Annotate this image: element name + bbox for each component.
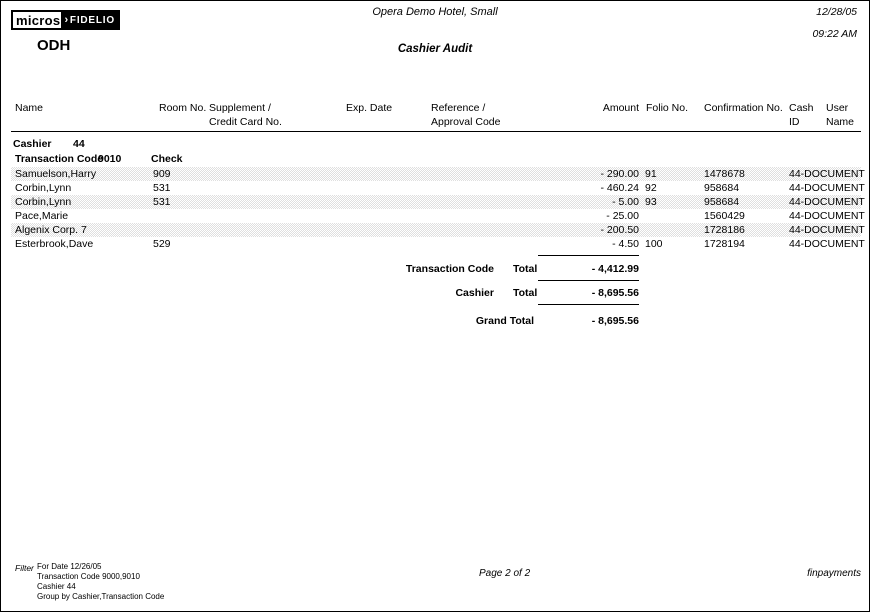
col-header-supplement-1: Supplement / bbox=[209, 102, 271, 114]
col-header-amount: Amount bbox=[602, 102, 639, 114]
cell-confirmation: 958684 bbox=[704, 196, 740, 208]
transaction-code-total-word: Total bbox=[513, 263, 538, 275]
header-divider bbox=[11, 131, 861, 132]
filter-line-transaction: Transaction Code 9000,9010 bbox=[37, 572, 140, 581]
cell-room: 529 bbox=[153, 238, 171, 250]
cell-name: Samuelson,Harry bbox=[15, 168, 97, 180]
fidelio-label: FIDELIO bbox=[69, 14, 115, 26]
micros-logo-text: micros bbox=[11, 10, 64, 30]
cell-confirmation: 1560429 bbox=[704, 210, 745, 222]
cell-user: 44-DOCUMENT bbox=[789, 238, 865, 250]
cashier-group-value: 44 bbox=[73, 138, 85, 150]
col-header-supplement-2: Credit Card No. bbox=[209, 116, 282, 128]
cell-name: Esterbrook,Dave bbox=[15, 238, 94, 250]
cell-user: 44-DOCUMENT bbox=[789, 196, 865, 208]
property-code: ODH bbox=[37, 37, 71, 54]
total-rule-mid bbox=[538, 280, 639, 281]
cell-confirmation: 1728194 bbox=[704, 238, 745, 250]
cell-room: 531 bbox=[153, 182, 171, 194]
cell-user: 44-DOCUMENT bbox=[789, 210, 865, 222]
page-number: Page 2 of 2 bbox=[479, 568, 531, 579]
table-row: Esterbrook,Dave 529 - 4.50 100 1728194 4… bbox=[11, 237, 865, 251]
cashier-total-amount: - 8,695.56 bbox=[591, 287, 639, 299]
col-header-confirmation-no: Confirmation No. bbox=[704, 102, 783, 114]
cell-folio: 91 bbox=[645, 168, 657, 180]
cell-name: Pace,Marie bbox=[15, 210, 69, 222]
cell-folio: 92 bbox=[645, 182, 657, 194]
report-time: 09:22 AM bbox=[812, 28, 857, 40]
transaction-code-value: 9010 bbox=[98, 153, 122, 165]
table-row: Pace,Marie - 25.00 1560429 44-DOCUMENT bbox=[11, 209, 865, 223]
col-header-reference-2: Approval Code bbox=[431, 116, 501, 128]
cell-amount: - 460.24 bbox=[600, 182, 639, 194]
cell-amount: - 290.00 bbox=[600, 168, 639, 180]
cell-user: 44-DOCUMENT bbox=[789, 182, 865, 194]
table-row: Algenix Corp. 7 - 200.50 1728186 44-DOCU… bbox=[11, 223, 865, 237]
col-header-cash-id-2: ID bbox=[789, 116, 800, 128]
transaction-code-total-label: Transaction Code bbox=[405, 263, 494, 275]
filter-line-groupby: Group by Cashier,Transaction Code bbox=[37, 592, 165, 601]
arrow-icon: › bbox=[64, 14, 69, 26]
hotel-name: Opera Demo Hotel, Small bbox=[372, 6, 498, 18]
cell-user: 44-DOCUMENT bbox=[789, 224, 865, 236]
cell-name: Corbin,Lynn bbox=[15, 196, 72, 208]
col-header-name: Name bbox=[15, 102, 44, 114]
cell-name: Algenix Corp. 7 bbox=[15, 224, 87, 236]
transaction-code-label: Transaction Code bbox=[15, 153, 104, 165]
table-row: Samuelson,Harry 909 - 290.00 91 1478678 … bbox=[11, 167, 865, 181]
cell-amount: - 5.00 bbox=[612, 196, 639, 208]
col-header-reference-1: Reference / bbox=[431, 102, 486, 114]
cell-folio: 100 bbox=[645, 238, 663, 250]
col-header-user-name-1: User bbox=[826, 102, 849, 114]
cashier-total-word: Total bbox=[513, 287, 538, 299]
filter-lines: For Date 12/26/05 Transaction Code 9000,… bbox=[37, 562, 164, 602]
cell-room: 531 bbox=[153, 196, 171, 208]
report-title: Cashier Audit bbox=[397, 43, 473, 55]
filter-line-date: For Date 12/26/05 bbox=[37, 562, 102, 571]
col-header-room-no: Room No. bbox=[159, 102, 207, 114]
filter-line-cashier: Cashier 44 bbox=[37, 582, 76, 591]
filter-label: Filter bbox=[15, 563, 34, 573]
col-header-folio-no: Folio No. bbox=[646, 102, 689, 114]
report-id: finpayments bbox=[807, 568, 861, 579]
cell-name: Corbin,Lynn bbox=[15, 182, 72, 194]
cell-confirmation: 958684 bbox=[704, 182, 740, 194]
col-header-user-name-2: Name bbox=[826, 116, 855, 128]
table-row: Corbin,Lynn 531 - 460.24 92 958684 44-DO… bbox=[11, 181, 865, 195]
total-rule-top bbox=[538, 255, 639, 256]
grand-total-amount: - 8,695.56 bbox=[591, 315, 639, 327]
cashier-group-label: Cashier bbox=[13, 138, 52, 150]
cell-folio: 93 bbox=[645, 196, 657, 208]
col-header-cash-id-1: Cash bbox=[789, 102, 814, 114]
col-header-exp-date: Exp. Date bbox=[346, 102, 393, 114]
cell-amount: - 25.00 bbox=[606, 210, 639, 222]
cell-amount: - 200.50 bbox=[600, 224, 639, 236]
cell-user: 44-DOCUMENT bbox=[789, 168, 865, 180]
cell-confirmation: 1478678 bbox=[704, 168, 745, 180]
fidelio-logo-text: › FIDELIO bbox=[63, 10, 120, 30]
cashier-total-label: Cashier bbox=[455, 287, 494, 299]
cell-confirmation: 1728186 bbox=[704, 224, 745, 236]
total-rule-bottom bbox=[538, 304, 639, 305]
cell-amount: - 4.50 bbox=[612, 238, 639, 250]
grand-total-label: Grand Total bbox=[475, 315, 534, 327]
transaction-type: Check bbox=[151, 153, 183, 165]
transaction-code-total-amount: - 4,412.99 bbox=[591, 263, 639, 275]
micros-fidelio-logo: micros › FIDELIO bbox=[11, 10, 120, 30]
table-row: Corbin,Lynn 531 - 5.00 93 958684 44-DOCU… bbox=[11, 195, 865, 209]
cell-room: 909 bbox=[153, 168, 171, 180]
report-date: 12/28/05 bbox=[816, 6, 857, 18]
